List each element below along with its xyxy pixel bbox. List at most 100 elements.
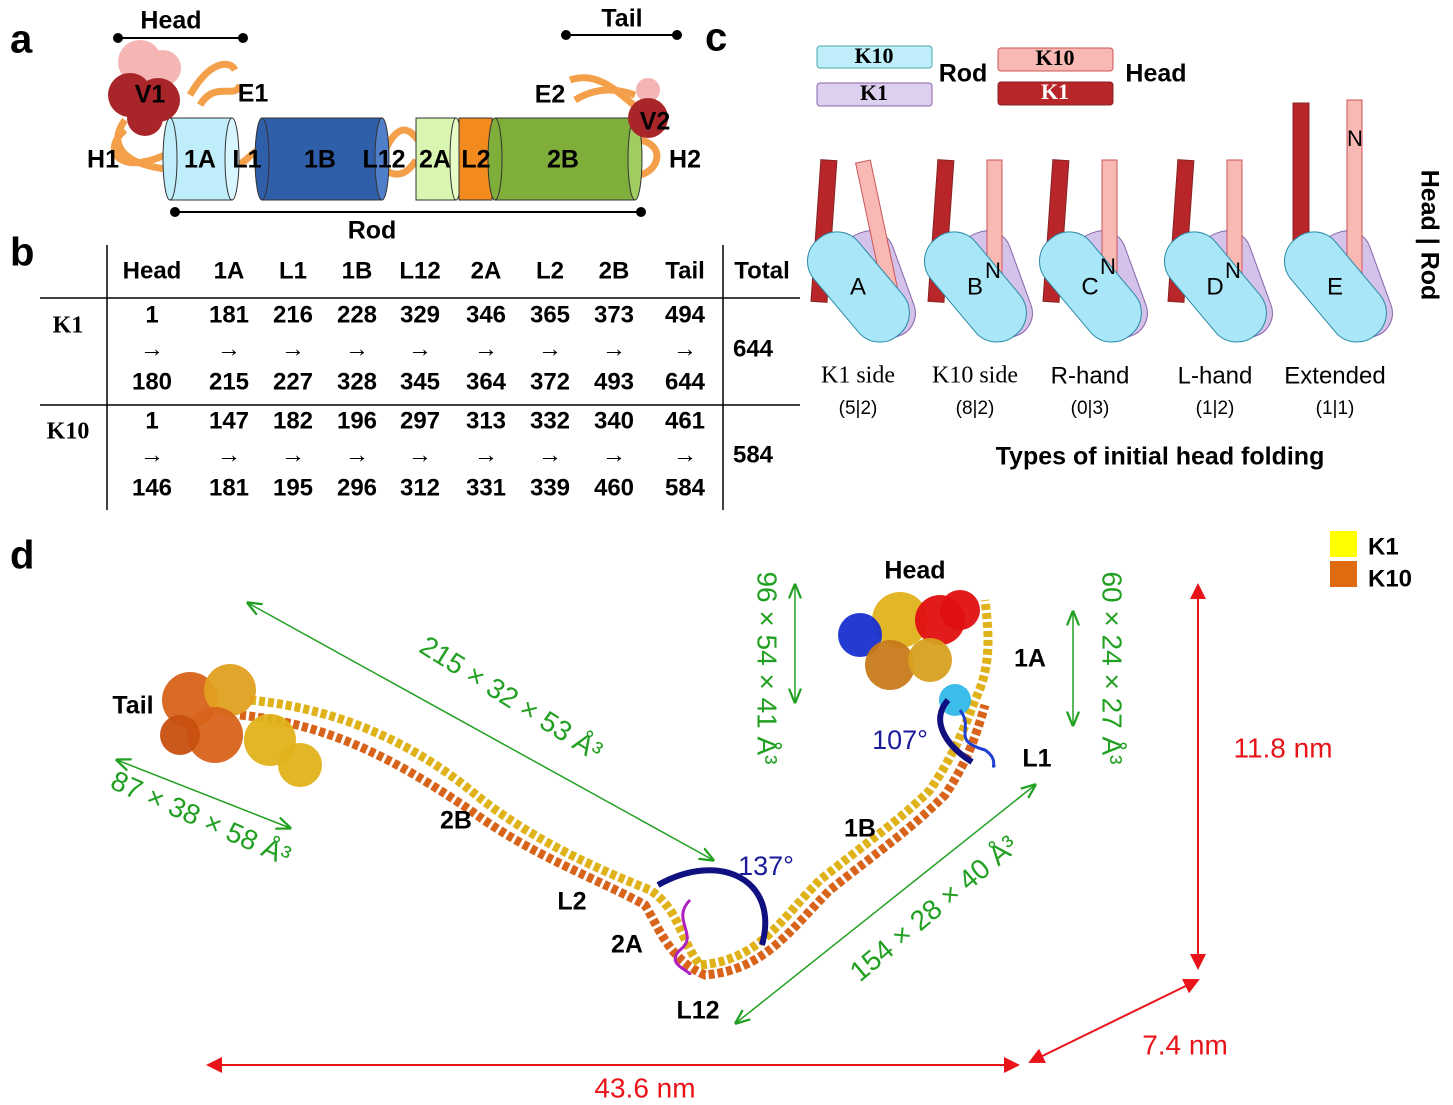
folding-type: DNL-hand(1|2) [1153, 160, 1279, 419]
cell: 494 [665, 301, 706, 328]
cell: 328 [337, 368, 377, 395]
cell: 312 [400, 474, 440, 501]
type-counts: (8|2) [956, 398, 995, 419]
head-label: Head [140, 7, 201, 35]
surface-blob [908, 638, 952, 682]
type-counts: (0|3) [1071, 398, 1110, 419]
segment-label: L12 [362, 146, 405, 174]
row-header: K10 [47, 419, 90, 445]
panel-label: d [10, 534, 34, 578]
type-name: K10 side [932, 363, 1018, 389]
dimension-label: 154 × 28 × 40 Å³ [844, 829, 1024, 987]
cell-arrow: → [217, 335, 241, 362]
segment-label: L1 [232, 146, 261, 174]
angle-label: 107° [872, 725, 928, 755]
type-letter: B [967, 273, 983, 300]
segment-label: V2 [640, 108, 671, 136]
cell: 1 [145, 407, 158, 434]
folding-type: CNR-hand(0|3) [1028, 160, 1154, 419]
cell: 216 [273, 301, 313, 328]
column-header: Head [123, 257, 182, 284]
side-label: Head | Rod [1415, 170, 1443, 301]
surface-blob [940, 590, 980, 630]
cell-arrow: → [217, 441, 241, 468]
region-label: L12 [676, 997, 719, 1025]
angle-arc [658, 870, 765, 945]
dot [672, 30, 682, 40]
cell-arrow: → [602, 441, 626, 468]
cell: 461 [665, 407, 705, 434]
legend-label: K10 [1368, 565, 1412, 592]
panel-title: Types of initial head folding [996, 443, 1325, 471]
panel-label: b [10, 231, 34, 275]
folding-type: ENExtended(1|1) [1273, 100, 1399, 419]
head-k1 [1293, 103, 1309, 243]
cell: 180 [132, 368, 172, 395]
type-counts: (5|2) [839, 398, 878, 419]
dimension-arrow [736, 785, 1035, 1023]
type-letter: A [850, 273, 866, 300]
cell: 373 [594, 301, 634, 328]
angle-label: 137° [738, 851, 794, 881]
cell-arrow: → [408, 335, 432, 362]
region-label: 1B [844, 815, 876, 843]
cell: 331 [466, 474, 506, 501]
dot [113, 33, 123, 43]
column-header: Total [734, 257, 790, 284]
cell: 181 [209, 301, 249, 328]
region-label: L1 [1022, 745, 1051, 773]
region-label: 1A [1014, 645, 1046, 673]
region-label: 2A [611, 931, 643, 959]
legend-group: Head [1125, 60, 1186, 88]
cell-total: 584 [733, 441, 774, 468]
type-letter: E [1327, 273, 1343, 300]
cell: 147 [209, 407, 249, 434]
cell: 339 [530, 474, 570, 501]
segment-label: H1 [87, 146, 119, 174]
dot [170, 207, 180, 217]
cell: 332 [530, 407, 570, 434]
cell: 460 [594, 474, 634, 501]
type-letter: D [1206, 273, 1223, 300]
dimension-label: 87 × 38 × 58 Å³ [106, 765, 295, 872]
panel-label: c [705, 16, 727, 60]
n-label: N [985, 258, 1001, 283]
cell-arrow: → [602, 335, 626, 362]
column-header: 2B [599, 257, 630, 284]
type-counts: (1|1) [1316, 398, 1355, 419]
type-name: Extended [1284, 362, 1385, 389]
cell-arrow: → [673, 335, 697, 362]
cell: 346 [466, 301, 506, 328]
dimension-label: 96 × 54 × 41 Å³ [752, 571, 783, 764]
dimension-label: 60 × 24 × 27 Å³ [1097, 571, 1128, 764]
region-label: Tail [112, 692, 153, 720]
tail-label: Tail [601, 5, 642, 33]
cell-arrow: → [345, 441, 369, 468]
cell: 146 [132, 474, 172, 501]
column-header: 2A [471, 257, 502, 284]
legend-label: K1 [1368, 533, 1399, 560]
legend-swatch [1330, 561, 1357, 587]
column-header: Tail [665, 257, 705, 284]
linker [640, 140, 657, 175]
cell: 584 [665, 474, 706, 501]
cell: 313 [466, 407, 506, 434]
cell-arrow: → [474, 441, 498, 468]
page: a Head Tail Rod V1 E1 H1 1A L1 1B L12 2A… [0, 0, 1453, 1105]
cell: 340 [594, 407, 634, 434]
legend-text: K1 [1041, 79, 1069, 104]
dot [238, 33, 248, 43]
cell: 364 [466, 368, 507, 395]
n-label: N [1100, 254, 1116, 279]
cell-arrow: → [345, 335, 369, 362]
legend-text: K1 [860, 80, 888, 105]
cell: 345 [400, 368, 440, 395]
cell-total: 644 [733, 335, 774, 362]
cell: 372 [530, 368, 570, 395]
cell: 297 [400, 407, 440, 434]
cell: 181 [209, 474, 249, 501]
column-header: L12 [399, 257, 440, 284]
type-name: L-hand [1178, 362, 1253, 389]
column-header: L2 [536, 257, 564, 284]
